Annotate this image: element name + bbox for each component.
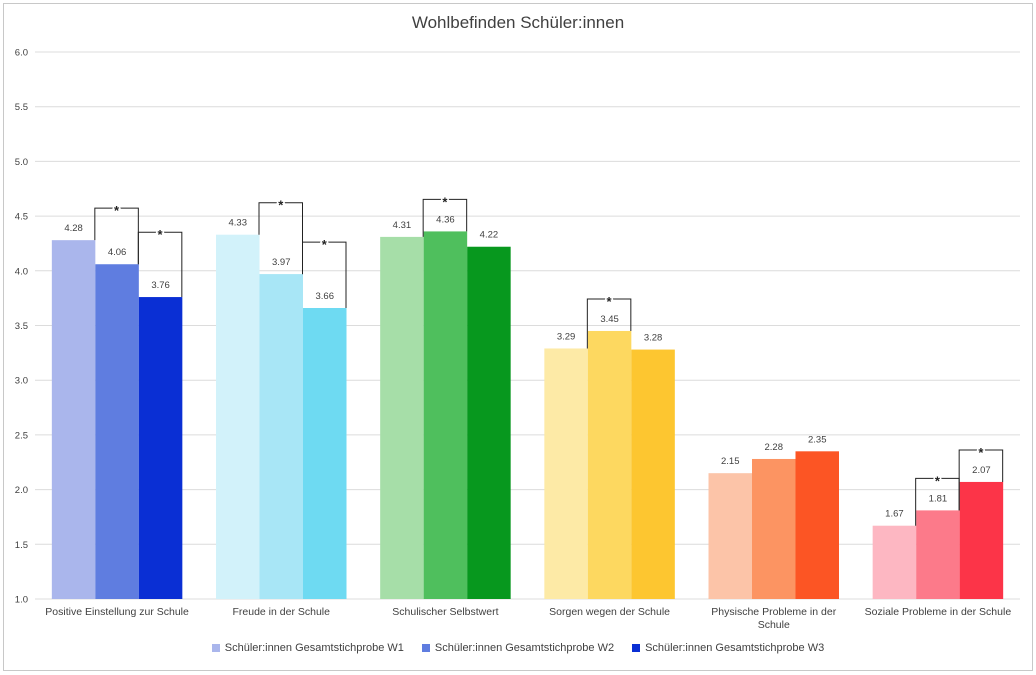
category-label: Schulischer Selbstwert (392, 606, 498, 618)
significance-bracket (958, 449, 1004, 511)
bar (216, 234, 260, 599)
significance-star: * (607, 294, 613, 309)
bar (916, 510, 960, 599)
legend-item-w2: Schüler:innen Gesamtstichprobe W2 (421, 642, 615, 654)
bar (303, 307, 347, 599)
category-label: Soziale Probleme in der Schule (865, 606, 1012, 618)
significance-bracket (586, 298, 632, 349)
legend-label-w1: Schüler:innen Gesamtstichprobe W1 (224, 642, 404, 654)
significance-bracket (422, 198, 468, 237)
bar (544, 348, 588, 599)
significance-bracket (302, 241, 347, 308)
data-label: 4.31 (393, 220, 412, 231)
bar (752, 458, 796, 599)
legend-label-w3: Schüler:innen Gesamtstichprobe W3 (645, 642, 825, 654)
legend-swatch-w3 (632, 644, 641, 652)
legend-item-w1: Schüler:innen Gesamtstichprobe W1 (211, 642, 404, 654)
data-label: 3.45 (600, 314, 619, 325)
data-label: 3.28 (644, 333, 663, 344)
data-label: 1.67 (885, 509, 904, 520)
bar (959, 481, 1004, 599)
bar (380, 236, 424, 600)
significance-star: * (442, 194, 448, 209)
data-label: 3.29 (557, 331, 576, 342)
legend-label-w2: Schüler:innen Gesamtstichprobe W2 (434, 642, 615, 654)
bar (95, 264, 139, 599)
bar (795, 451, 839, 599)
significance-star: * (114, 203, 120, 218)
legend-swatch-w1 (211, 644, 220, 652)
y-tick-label: 2.5 (15, 430, 28, 441)
significance-star: * (935, 473, 941, 488)
y-tick-label: 3.0 (15, 376, 28, 387)
data-label: 1.81 (929, 493, 948, 504)
bar (872, 525, 917, 599)
category-label: Schule (758, 619, 790, 631)
significance-bracket (137, 231, 183, 298)
data-label: 4.36 (436, 214, 455, 225)
category-label: Physische Probleme in der (711, 606, 836, 618)
y-tick-label: 4.0 (15, 266, 28, 277)
bar (51, 240, 96, 599)
y-tick-label: 5.0 (15, 157, 28, 168)
bar (708, 473, 752, 599)
y-tick-label: 6.0 (15, 48, 28, 59)
significance-star: * (278, 198, 284, 213)
data-label: 3.66 (316, 291, 335, 302)
y-tick-label: 5.5 (15, 102, 28, 113)
bar (259, 274, 303, 599)
bar (423, 231, 468, 599)
data-label: 4.06 (108, 247, 127, 258)
data-label: 4.33 (229, 218, 248, 229)
bar (138, 297, 183, 599)
legend-item-w3: Schüler:innen Gesamtstichprobe W3 (632, 642, 824, 654)
y-tick-label: 4.5 (15, 212, 28, 223)
significance-star: * (158, 227, 164, 242)
data-label: 3.76 (151, 280, 170, 291)
data-label: 2.28 (765, 442, 784, 453)
significance-star: * (322, 237, 328, 252)
category-label: Positive Einstellung zur Schule (45, 606, 189, 618)
data-label: 2.07 (972, 465, 991, 476)
chart-title: Wohlbefinden Schüler:innen (411, 13, 625, 32)
category-label: Sorgen wegen der Schule (549, 606, 670, 618)
data-label: 4.22 (480, 230, 499, 241)
y-tick-label: 1.5 (15, 540, 28, 551)
bar (631, 349, 675, 599)
data-label: 4.28 (64, 223, 83, 234)
y-tick-label: 1.0 (15, 595, 28, 606)
significance-star: * (978, 445, 984, 460)
data-label: 3.97 (272, 257, 291, 268)
y-tick-label: 3.5 (15, 321, 28, 332)
bar (587, 330, 632, 599)
data-label: 2.35 (808, 434, 827, 445)
legend-swatch-w2 (421, 644, 430, 652)
category-label: Freude in der Schule (233, 606, 331, 618)
bar (467, 246, 511, 599)
y-tick-label: 2.0 (15, 485, 28, 496)
significance-bracket (258, 202, 303, 275)
legend: Schüler:innen Gesamtstichprobe W1 Schüle… (0, 642, 1036, 654)
data-label: 2.15 (721, 456, 740, 467)
